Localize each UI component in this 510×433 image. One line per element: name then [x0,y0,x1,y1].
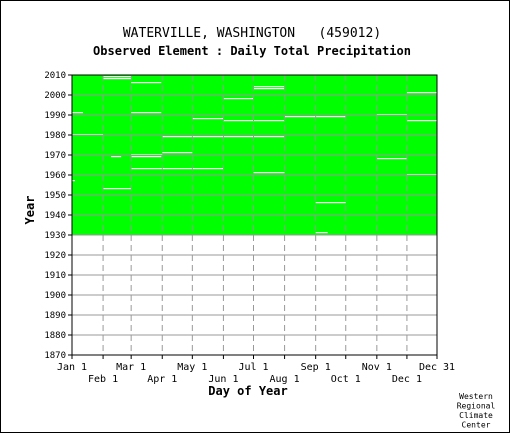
chart-title: WATERVILLE, WASHINGTON (459012) [123,26,381,41]
missing-segment [406,120,437,122]
x-tick-label: Dec 31 [419,362,455,373]
y-tick-label: 2000 [44,91,66,101]
credit-line: Western [459,392,493,401]
missing-segment [253,172,285,174]
credit-line: Regional [457,402,496,411]
missing-segment [315,232,328,234]
x-tick-label: Jul 1 [238,362,268,373]
credit-line: Climate [459,411,493,420]
missing-segment [376,158,407,160]
y-tick-label: 1880 [44,331,66,341]
missing-segment [162,152,193,154]
x-tick-label: Mar 1 [116,362,146,373]
x-tick-label: Sep 1 [301,362,331,373]
y-axis: 1870 1880 1890 1900 1910 1920 1930 1940 1950 1960… [44,71,72,361]
chart-subtitle: Observed Element : Daily Total Precipita… [93,44,411,58]
plot-area [71,74,438,356]
x-tick-label: Jun 1 [208,374,238,385]
missing-segment [103,188,132,190]
y-tick-label: 1870 [44,351,66,361]
y-tick-label: 2010 [44,71,66,81]
y-tick-label: 1980 [44,131,66,141]
x-tick-label: Nov 1 [362,362,392,373]
y-tick-label: 1970 [44,151,66,161]
x-tick-label: Feb 1 [88,374,118,385]
missing-segment [131,82,162,84]
y-axis-label: Year [23,196,37,225]
x-tick-label: Dec 1 [392,374,422,385]
y-tick-label: 1890 [44,311,66,321]
missing-segment [253,86,285,88]
missing-segment [103,76,132,78]
y-tick-label: 1900 [44,291,66,301]
x-tick-label: Apr 1 [147,374,177,385]
missing-segment [103,78,132,80]
missing-segment [111,156,122,158]
missing-segment [315,202,346,204]
missing-segment [253,88,285,90]
credit-line: Center [462,421,491,430]
y-tick-label: 1930 [44,231,66,241]
missing-segment [72,112,84,114]
x-tick-label: Oct 1 [331,374,361,385]
missing-segment [192,118,224,120]
missing-segment [406,92,437,94]
x-axis: Jan 1 Mar 1 May 1 Jul 1 Sep 1 Nov 1 Dec 31 Feb … [57,355,455,385]
missing-segment [284,116,316,118]
x-axis-label: Day of Year [208,384,287,398]
y-tick-label: 1920 [44,251,66,261]
missing-segment [131,112,162,114]
missing-segment [131,156,162,158]
missing-segment [223,98,254,100]
x-tick-label: Jan 1 [57,362,87,373]
y-tick-label: 1960 [44,171,66,181]
x-tick-label: Aug 1 [270,374,300,385]
x-tick-label: May 1 [177,362,207,373]
y-tick-label: 1940 [44,211,66,221]
missing-segment [131,168,224,170]
y-tick-label: 1950 [44,191,66,201]
missing-segment [72,180,76,182]
y-tick-label: 1990 [44,111,66,121]
y-tick-label: 1910 [44,271,66,281]
missing-segment [315,116,346,118]
missing-segment [223,120,285,122]
